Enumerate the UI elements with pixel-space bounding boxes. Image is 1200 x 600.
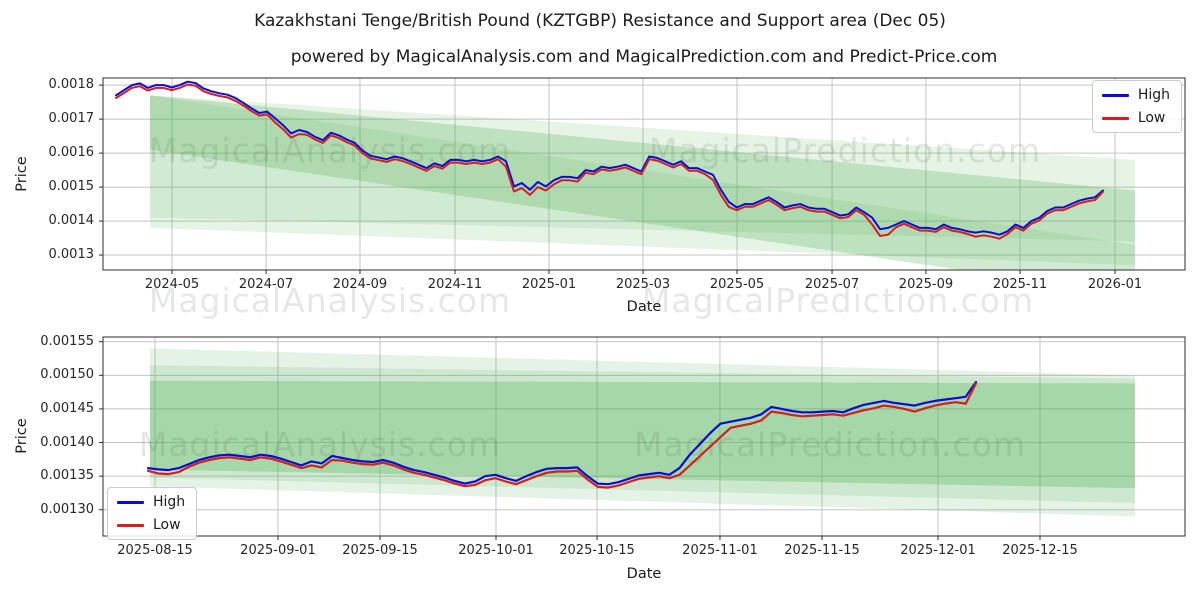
y-tick-label: 0.0016	[48, 145, 95, 161]
x-tick-label: 2025-07	[804, 277, 860, 292]
x-tick-label: 2025-11-01	[682, 543, 758, 558]
watermark-magicalprediction: MagicalPrediction.com	[641, 281, 1035, 320]
x-tick-label: 2025-09-01	[240, 543, 316, 558]
x-tick-label: 2025-10-01	[458, 543, 534, 558]
legend-row-high: High	[117, 494, 185, 510]
legend-high-label: High	[1137, 87, 1170, 103]
top-x-axis-label: Date	[626, 299, 662, 315]
support-resistance-lower-light	[149, 217, 1136, 266]
y-tick-label: 0.0018	[48, 77, 95, 93]
x-tick-label: 2025-09	[898, 277, 954, 292]
y-tick-label: 0.00135	[40, 468, 94, 484]
y-tick-label: 0.0017	[48, 111, 95, 127]
high-line-swatch	[117, 500, 144, 504]
x-tick-label: 2025-01	[521, 277, 577, 292]
x-tick-label: 2025-08-15	[117, 543, 193, 558]
plot-border	[102, 336, 1186, 537]
support-resistance-channel-steep	[149, 95, 1136, 270]
x-tick-label: 2024-05	[144, 277, 200, 292]
x-tick-label: 2024-11	[427, 277, 483, 292]
legend-row-high: High	[1101, 87, 1170, 103]
low-line-swatch	[117, 523, 144, 527]
x-tick-label: 2025-03	[615, 277, 671, 292]
chart-subtitle: powered by MagicalAnalysis.com and Magic…	[290, 47, 998, 67]
plot-border	[102, 77, 1186, 271]
legend-low-label: Low	[153, 517, 181, 533]
y-tick-label: 0.00140	[40, 434, 94, 450]
high-line-swatch	[1101, 93, 1129, 97]
legend-low-label: Low	[1137, 110, 1166, 126]
y-tick-label: 0.00145	[40, 400, 94, 416]
watermark-magicalanalysis: MagicalAnalysis.com	[139, 425, 501, 464]
watermark-magicalprediction: MagicalPrediction.com	[649, 131, 1041, 170]
x-tick-label: 2025-11-15	[784, 543, 860, 558]
support-resistance-light-outer	[149, 348, 1136, 517]
watermark-magicalanalysis: MagicalAnalysis.com	[148, 281, 512, 320]
low-line-swatch	[1101, 116, 1129, 120]
x-tick-label: 2025-12-15	[1002, 543, 1078, 558]
support-resistance-light-inner	[149, 365, 1136, 504]
legend-row-low: Low	[1101, 110, 1170, 126]
watermark-magicalprediction: MagicalPrediction.com	[634, 425, 1026, 464]
x-tick-label: 2025-05	[709, 277, 765, 292]
legend-top-chart: High Low	[1091, 80, 1182, 133]
x-tick-label: 2025-11	[992, 277, 1048, 292]
chart-title: Kazakhstani Tenge/British Pound (KZTGBP)…	[254, 11, 946, 31]
legend-high-label: High	[153, 494, 186, 510]
support-resistance-core	[149, 380, 1136, 489]
y-tick-label: 0.00150	[40, 367, 94, 383]
y-tick-label: 0.0015	[48, 179, 95, 195]
y-tick-label: 0.00130	[40, 501, 94, 517]
x-tick-label: 2024-07	[238, 277, 294, 292]
bottom-x-axis-label: Date	[626, 566, 662, 582]
x-tick-label: 2025-12-01	[900, 543, 976, 558]
x-tick-label: 2026-01	[1087, 277, 1143, 292]
x-tick-label: 2025-09-15	[342, 543, 418, 558]
x-tick-label: 2025-10-15	[559, 543, 635, 558]
y-tick-label: 0.00155	[40, 333, 94, 349]
low-line	[146, 382, 978, 489]
high-line	[115, 80, 1104, 236]
legend-row-low: Low	[117, 517, 185, 533]
y-tick-label: 0.0014	[48, 213, 95, 229]
x-tick-label: 2024-09	[332, 277, 388, 292]
high-line	[146, 380, 978, 486]
y-tick-label: 0.0013	[48, 247, 95, 263]
legend-bottom-chart: High Low	[107, 487, 198, 540]
low-line	[115, 83, 1104, 240]
